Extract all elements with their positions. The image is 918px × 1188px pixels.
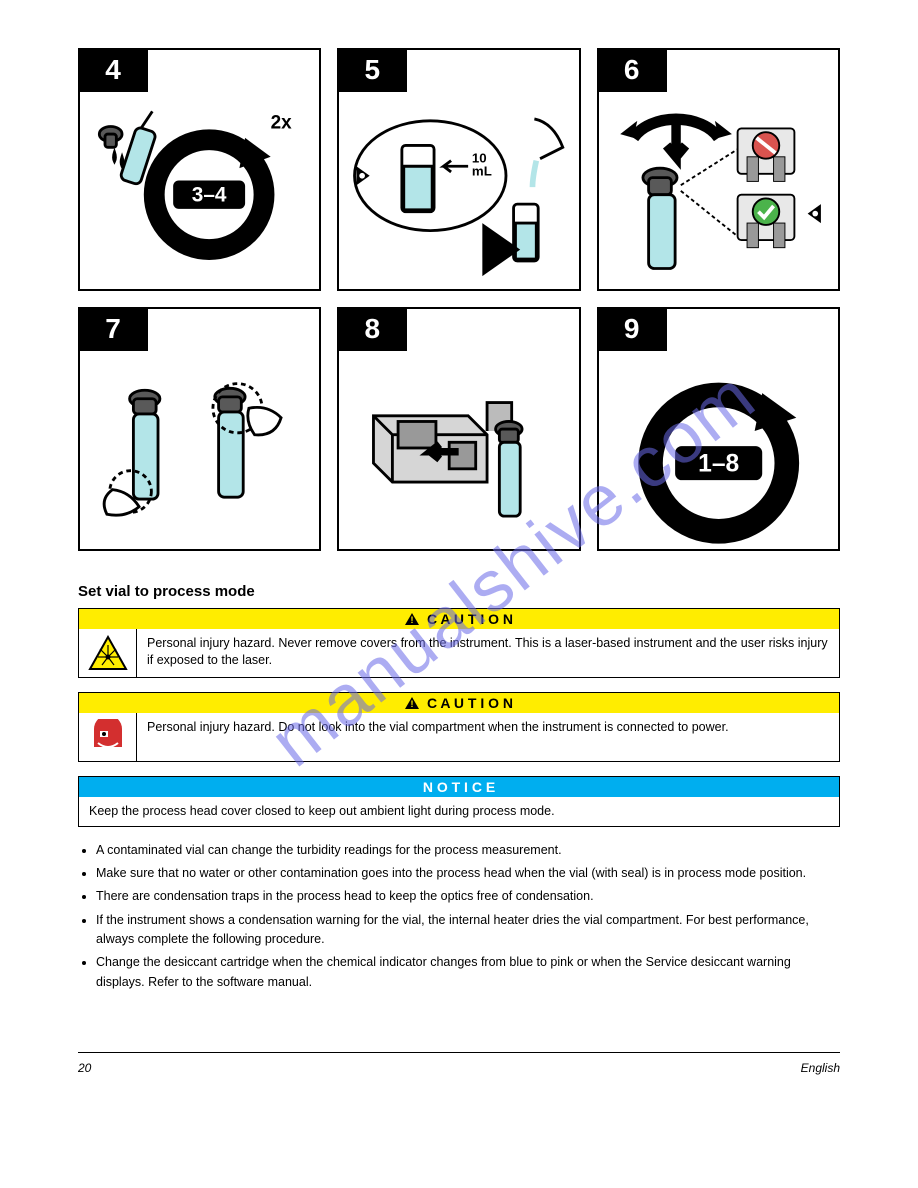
steps-grid: 4 3–4 [78, 48, 840, 551]
footer-page: 20 [78, 1061, 91, 1075]
caution-header: ! C A U T I O N [79, 609, 839, 629]
caution-text: Personal injury hazard. Never remove cov… [137, 629, 839, 677]
step-art-7 [80, 309, 319, 548]
step-panel-7: 7 [78, 307, 321, 550]
notice-text: Keep the process head cover closed to ke… [79, 797, 839, 826]
list-item: If the instrument shows a condensation w… [96, 911, 840, 950]
svg-text:!: ! [410, 699, 413, 709]
caution-box-eye: ! C A U T I O N Personal injury hazard. … [78, 692, 840, 762]
repeat-label: 3–4 [192, 183, 227, 206]
caution-header: ! C A U T I O N [79, 693, 839, 713]
warning-triangle-icon: ! [405, 613, 419, 625]
list-item: Change the desiccant cartridge when the … [96, 953, 840, 992]
step-panel-9: 9 1–8 [597, 307, 840, 550]
repeat-label: 1–8 [698, 451, 739, 478]
list-item: Make sure that no water or other contami… [96, 864, 840, 883]
step-art-5: 10 mL [339, 50, 578, 289]
step-art-4: 3–4 2x [80, 50, 319, 289]
eye-hazard-icon [79, 713, 137, 761]
step-panel-8: 8 [337, 307, 580, 550]
section-heading: Set vial to process mode [78, 583, 840, 600]
caution-text: Personal injury hazard. Do not look into… [137, 713, 839, 761]
step-art-6 [599, 50, 838, 289]
warning-triangle-icon: ! [405, 697, 419, 709]
footer-lang: English [801, 1061, 840, 1075]
svg-text:mL: mL [472, 164, 492, 179]
laser-hazard-icon [79, 629, 137, 677]
step-art-8 [339, 309, 578, 548]
step-panel-6: 6 [597, 48, 840, 291]
page: 4 3–4 [78, 48, 840, 1075]
list-item: A contaminated vial can change the turbi… [96, 841, 840, 860]
svg-text:!: ! [410, 615, 413, 625]
step-panel-4: 4 3–4 [78, 48, 321, 291]
list-item: There are condensation traps in the proc… [96, 887, 840, 906]
step-panel-5: 5 10 mL [337, 48, 580, 291]
bullet-list: A contaminated vial can change the turbi… [78, 841, 840, 993]
repeat-count: 2x [271, 112, 293, 133]
page-footer: 20 English [78, 1052, 840, 1075]
caution-header-text: C A U T I O N [427, 611, 513, 627]
caution-header-text: C A U T I O N [427, 695, 513, 711]
step-art-9: 1–8 [599, 309, 838, 548]
notice-header: N O T I C E [79, 777, 839, 797]
incorrect-cap-icon [737, 128, 794, 181]
correct-cap-icon [737, 195, 794, 248]
notice-box: N O T I C E Keep the process head cover … [78, 776, 840, 827]
caution-box-laser: ! C A U T I O N [78, 608, 840, 678]
